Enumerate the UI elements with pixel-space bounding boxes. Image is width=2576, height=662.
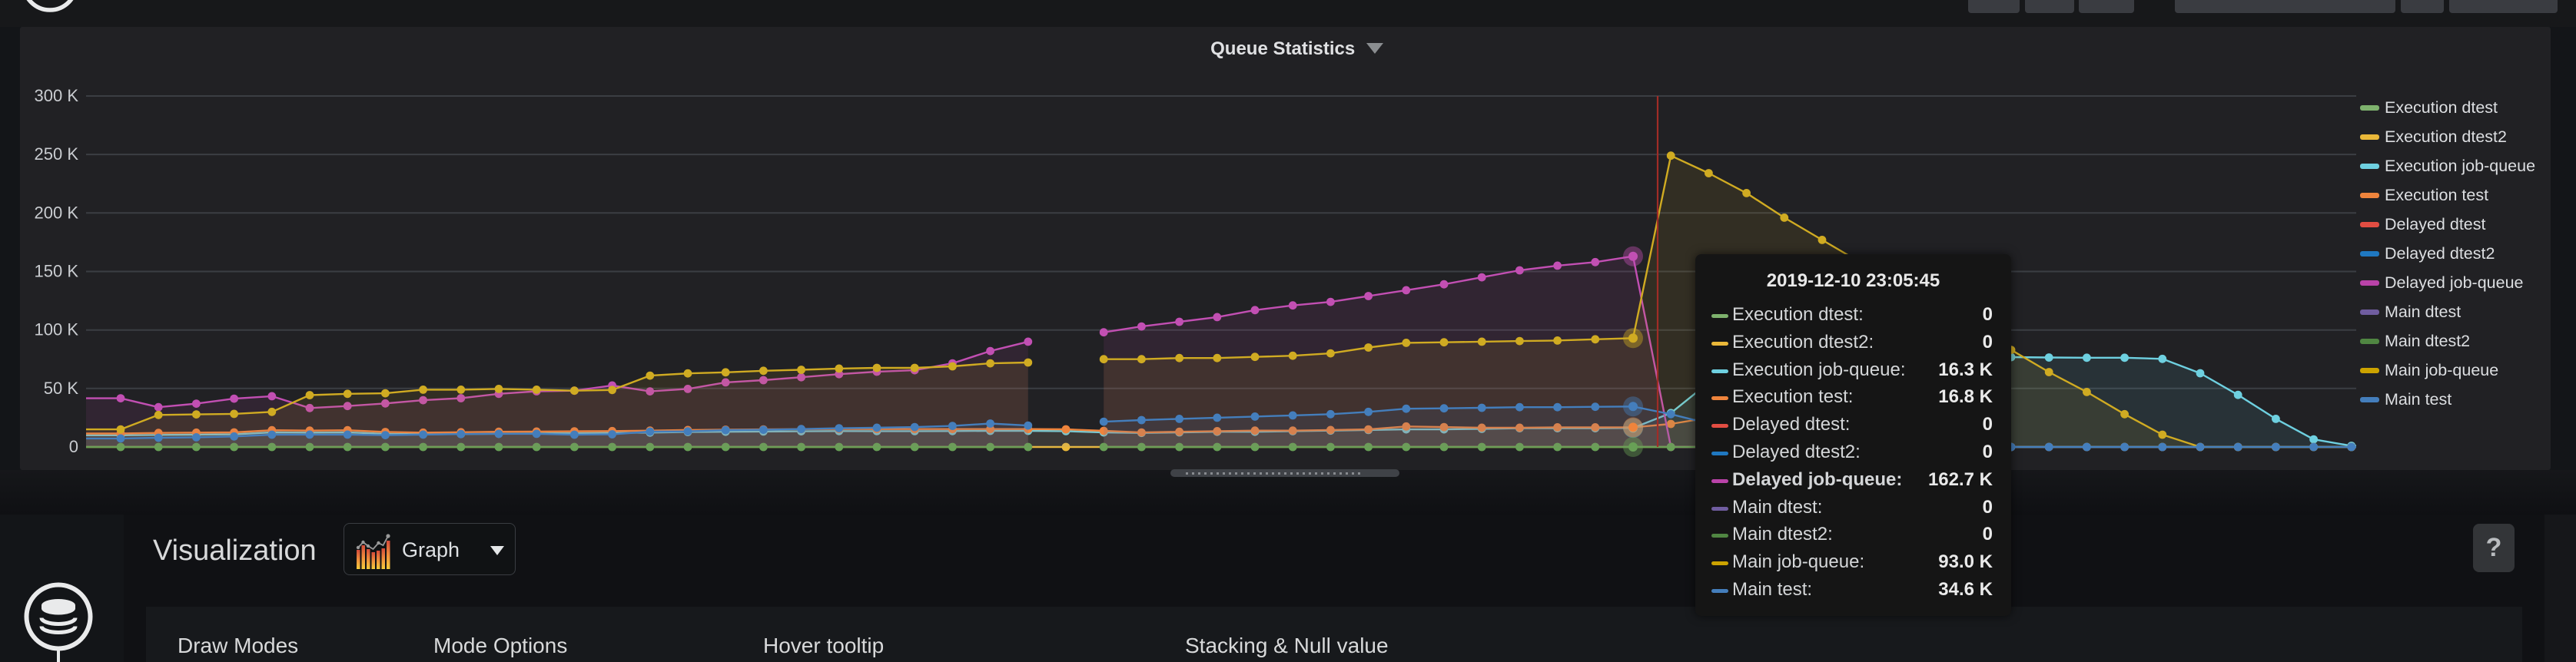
svg-text:250 K: 250 K bbox=[35, 144, 79, 164]
svg-text:150 K: 150 K bbox=[35, 262, 79, 281]
svg-text:200 K: 200 K bbox=[35, 203, 79, 222]
svg-text:300 K: 300 K bbox=[35, 86, 79, 105]
svg-text:100 K: 100 K bbox=[35, 320, 79, 339]
svg-text:0: 0 bbox=[69, 437, 78, 456]
svg-text:50 K: 50 K bbox=[44, 379, 79, 398]
